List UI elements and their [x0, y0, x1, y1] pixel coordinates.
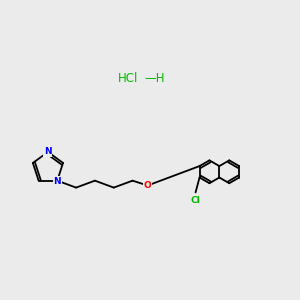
Text: N: N	[53, 177, 61, 186]
Text: O: O	[144, 181, 152, 190]
Text: —H: —H	[145, 72, 165, 85]
Text: Cl: Cl	[191, 196, 200, 205]
Text: HCl: HCl	[118, 72, 138, 85]
Text: N: N	[44, 148, 52, 157]
